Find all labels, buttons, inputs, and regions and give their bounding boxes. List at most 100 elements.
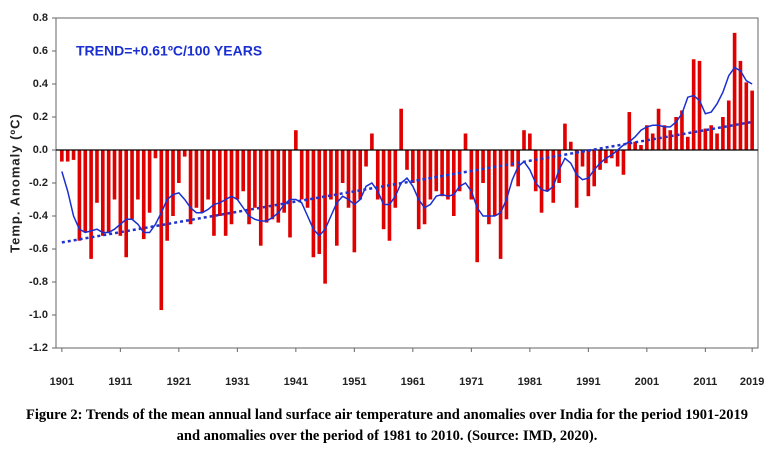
bar bbox=[732, 32, 737, 150]
x-tick-label: 1931 bbox=[225, 376, 249, 388]
y-axis-label: Temp. Anomaly (ºC) bbox=[7, 113, 22, 253]
x-tick-label: 1901 bbox=[50, 376, 74, 388]
x-tick-label: 1951 bbox=[342, 376, 366, 388]
bar bbox=[434, 150, 439, 192]
bar bbox=[253, 150, 257, 208]
bar bbox=[270, 150, 275, 220]
bar bbox=[422, 150, 427, 225]
bar bbox=[750, 90, 754, 150]
x-tick-label: 1921 bbox=[167, 376, 191, 388]
bar bbox=[504, 150, 509, 220]
bar bbox=[77, 150, 82, 241]
bar bbox=[294, 130, 298, 150]
y-tick-label: -0.6 bbox=[29, 243, 48, 255]
bar bbox=[288, 150, 292, 238]
bar bbox=[709, 125, 714, 150]
x-tick-label: 2019 bbox=[740, 376, 764, 388]
bar bbox=[604, 150, 608, 164]
bar bbox=[323, 150, 327, 284]
bar bbox=[247, 150, 251, 225]
bar bbox=[182, 150, 187, 157]
bar bbox=[451, 150, 456, 216]
caption: Figure 2: Trends of the mean annual land… bbox=[25, 407, 749, 444]
bar bbox=[428, 150, 433, 200]
bar bbox=[557, 150, 561, 183]
bar bbox=[498, 150, 503, 259]
bar bbox=[487, 150, 491, 225]
x-tick-label: 1991 bbox=[576, 376, 600, 388]
bar bbox=[463, 133, 468, 150]
bar bbox=[592, 150, 597, 187]
bar bbox=[387, 150, 392, 241]
x-tick-label: 1911 bbox=[108, 376, 132, 388]
bar bbox=[656, 108, 661, 150]
x-tick-label: 1971 bbox=[459, 376, 483, 388]
bar bbox=[574, 150, 579, 208]
bar bbox=[545, 150, 550, 192]
bar bbox=[370, 133, 374, 150]
bar bbox=[528, 133, 532, 150]
x-tick-label: 2001 bbox=[635, 376, 659, 388]
trend-line bbox=[61, 120, 753, 244]
bar bbox=[194, 150, 199, 208]
bar bbox=[305, 150, 310, 208]
bar bbox=[680, 110, 684, 150]
bar bbox=[241, 150, 246, 192]
bar bbox=[469, 150, 474, 200]
bar bbox=[217, 150, 222, 216]
bar bbox=[411, 150, 415, 183]
y-tick-label: 0.4 bbox=[33, 78, 49, 90]
y-tick-label: -0.4 bbox=[29, 210, 49, 222]
bar bbox=[352, 150, 357, 253]
y-tick-label: -0.2 bbox=[29, 177, 48, 189]
bar bbox=[381, 150, 386, 230]
bar bbox=[258, 150, 263, 246]
bar bbox=[65, 150, 70, 162]
y-tick-label: 0.8 bbox=[33, 12, 48, 24]
bar bbox=[375, 150, 380, 200]
bar bbox=[130, 150, 134, 220]
bar bbox=[95, 150, 99, 203]
bar bbox=[124, 150, 129, 258]
bar bbox=[340, 150, 345, 183]
bar bbox=[71, 150, 76, 160]
bar bbox=[276, 150, 281, 223]
bar bbox=[580, 150, 585, 167]
bar bbox=[405, 150, 409, 170]
bar bbox=[200, 150, 205, 213]
bar bbox=[212, 150, 216, 236]
bar bbox=[329, 150, 333, 200]
bar bbox=[165, 150, 169, 241]
bar bbox=[551, 150, 556, 203]
bar bbox=[440, 150, 444, 197]
bar bbox=[586, 150, 591, 197]
bar bbox=[264, 150, 269, 223]
y-tick-label: 0.2 bbox=[33, 111, 48, 123]
bar bbox=[299, 150, 304, 200]
bar bbox=[100, 150, 105, 236]
bar bbox=[159, 150, 164, 311]
bar bbox=[141, 150, 146, 240]
bar bbox=[697, 60, 702, 150]
bar bbox=[206, 150, 210, 200]
bar bbox=[650, 133, 655, 150]
bar bbox=[188, 150, 193, 225]
bar bbox=[60, 150, 64, 162]
y-tick-label: 0.6 bbox=[33, 45, 48, 57]
bar bbox=[674, 117, 678, 150]
x-tick-label: 2011 bbox=[693, 376, 717, 388]
bar bbox=[662, 125, 667, 150]
bar bbox=[311, 150, 316, 258]
bar bbox=[171, 150, 175, 216]
bar bbox=[112, 150, 117, 200]
bar bbox=[726, 100, 731, 150]
bar bbox=[539, 150, 544, 213]
bar bbox=[229, 150, 234, 225]
bar bbox=[147, 150, 152, 213]
y-tick-label: -1.2 bbox=[29, 342, 48, 354]
bar bbox=[89, 150, 93, 259]
bar bbox=[481, 150, 485, 183]
bar bbox=[522, 130, 526, 150]
bar bbox=[744, 82, 749, 150]
